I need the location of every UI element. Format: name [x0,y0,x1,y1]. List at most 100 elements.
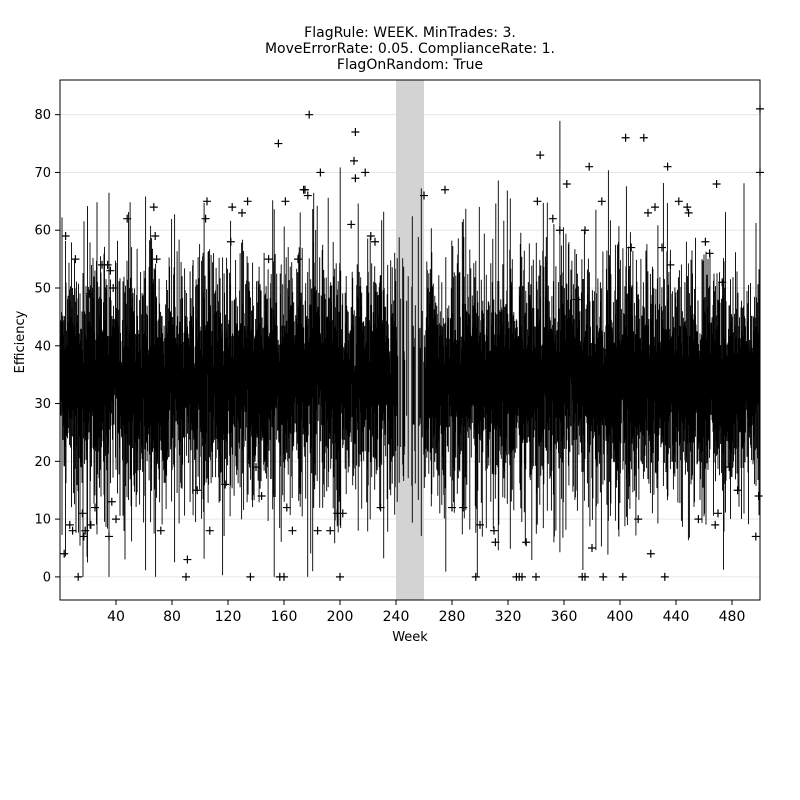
outlier-marker-103 [683,203,692,212]
x-axis-label: Week [392,630,428,645]
outlier-marker-11 [91,503,99,512]
outlier-marker-50 [313,526,322,535]
outlier-marker-58 [351,128,360,136]
outlier-marker-102 [674,197,683,206]
outlier-marker-22 [152,255,161,264]
outlier-marker-9 [85,289,94,298]
outlier-marker-56 [347,220,356,229]
outlier-marker-97 [651,203,659,212]
outlier-marker-52 [326,526,335,535]
highlight-span-layer [396,80,424,600]
outlier-marker-2 [65,520,74,529]
outlier-marker-6 [78,509,87,518]
outlier-marker-81 [562,180,571,188]
outlier-marker-4 [71,255,80,264]
outlier-marker-39 [274,139,283,148]
outlier-marker-55 [338,509,347,518]
x-tick-label-40: 40 [107,609,125,625]
outlier-marker-45 [294,255,302,264]
outlier-marker-5 [74,572,83,581]
outlier-marker-70 [490,526,498,535]
outlier-marker-42 [281,197,290,206]
outlier-marker-115 [754,492,763,500]
outlier-marker-33 [238,208,246,217]
outlier-marker-95 [644,208,652,217]
outlier-marker-37 [257,492,266,500]
y-tick-label-40: 40 [34,339,51,354]
outlier-marker-36 [252,463,260,472]
y-axis-ticks: 0 10 20 30 40 50 60 70 80 [34,108,60,585]
x-tick-label-160: 160 [271,609,298,625]
outlier-marker-84 [581,572,589,581]
outlier-marker-76 [532,572,540,581]
outlier-marker-30 [221,480,230,489]
outlier-marker-96 [646,549,655,558]
x-tick-label-400: 400 [607,609,634,625]
outlier-marker-48 [303,191,312,200]
outlier-marker-74 [518,572,526,581]
outlier-marker-100 [663,162,672,171]
outlier-marker-18 [112,515,120,524]
chart-title-line-2: MoveErrorRate: 0.05. ComplianceRate: 1. [265,41,555,57]
outlier-marker-34 [243,197,252,206]
outlier-marker-31 [226,237,235,246]
y-tick-label-30: 30 [34,397,51,412]
outlier-marker-20 [149,203,158,212]
outlier-marker-43 [282,503,291,512]
outlier-marker-112 [725,463,734,472]
outlier-marker-17 [109,284,118,292]
outlier-marker-63 [376,503,385,512]
outlier-marker-27 [201,214,210,223]
outlier-marker-85 [581,226,589,235]
highlight-span [396,80,424,600]
outlier-marker-14 [105,532,113,541]
outlier-marker-60 [361,168,370,177]
y-tick-label-10: 10 [34,513,51,528]
outlier-marker-68 [471,572,480,581]
outlier-marker-66 [448,503,456,512]
y-axis-label: Efficiency [13,310,28,373]
x-axis-ticks: 40 80 120 160 200 240 280 320 360 400 440 480 [107,600,745,625]
outlier-marker-67 [459,503,468,512]
chart-title-line-3: FlagOnRandom: True [337,57,483,73]
y-tick-label-80: 80 [34,108,51,123]
y-tick-label-70: 70 [34,166,51,181]
outlier-marker-77 [533,197,542,206]
x-tick-label-80: 80 [163,609,181,625]
outlier-marker-24 [182,572,190,581]
outlier-marker-114 [751,532,760,541]
outlier-marker-32 [228,203,237,212]
outlier-marker-62 [371,237,379,246]
outlier-marker-8 [81,526,90,535]
outlier-marker-86 [585,162,594,171]
x-tick-label-440: 440 [663,609,690,625]
outlier-marker-44 [288,526,297,535]
outlier-marker-78 [536,151,545,160]
outlier-marker-25 [183,555,192,564]
outlier-marker-105 [694,515,703,524]
outlier-marker-110 [714,509,722,518]
outlier-marker-64 [420,191,428,200]
plot-frame [59,79,761,601]
outlier-marker-101 [666,260,675,269]
outlier-marker-106 [701,237,710,246]
outlier-marker-104 [684,208,693,217]
outlier-marker-19 [123,214,132,223]
outlier-marker-3 [68,526,77,535]
outlier-marker-38 [264,255,273,264]
outlier-marker-28 [203,197,211,206]
outlier-marker-26 [193,486,202,495]
outlier-marker-80 [555,226,564,235]
outlier-marker-87 [588,544,596,552]
outlier-marker-92 [627,243,636,252]
x-tick-label-200: 200 [327,609,354,625]
outlier-marker-82 [572,295,581,304]
outlier-marker-89 [599,572,608,581]
outlier-marker-107 [705,249,714,258]
outlier-marker-16 [107,497,116,506]
y-tick-label-50: 50 [34,282,51,297]
outlier-marker-113 [733,486,742,495]
outlier-marker-90 [618,572,627,581]
outlier-marker-1 [61,232,70,240]
